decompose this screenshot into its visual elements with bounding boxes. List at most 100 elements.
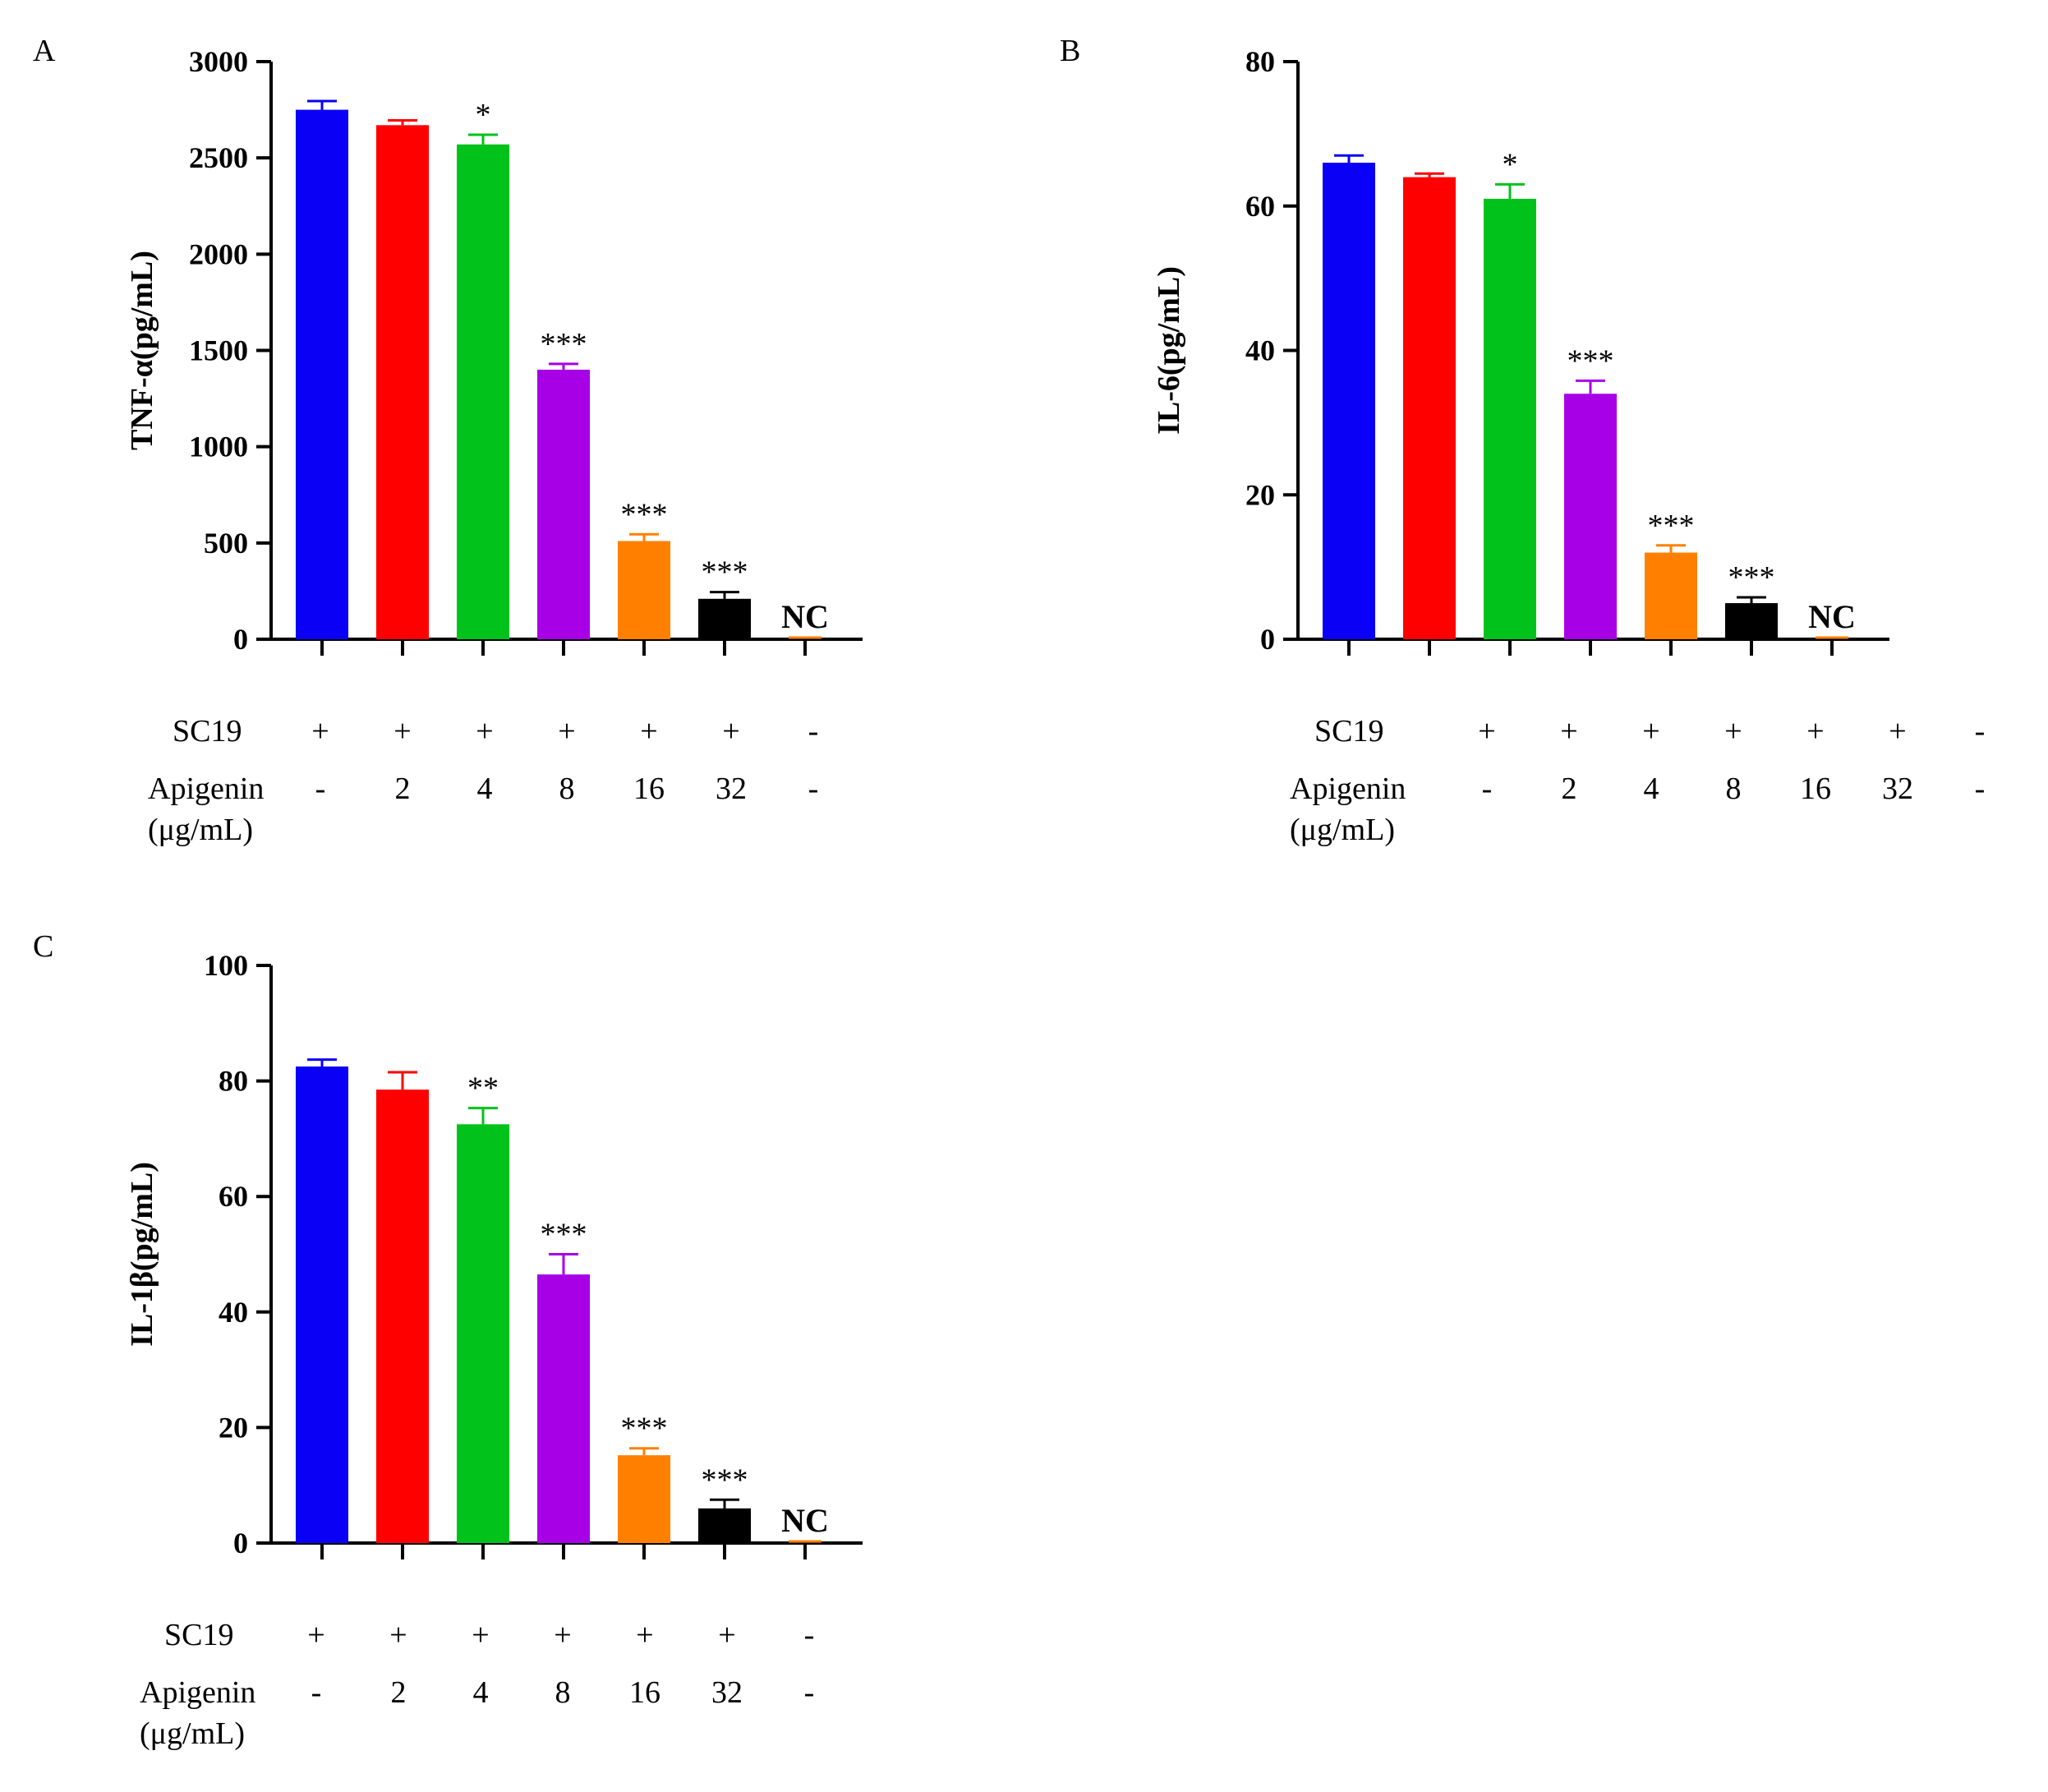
- significance-mark: ***: [621, 1412, 668, 1446]
- sc19-value: +: [722, 714, 740, 749]
- y-tick-label: 2000: [189, 237, 248, 270]
- sc19-value: +: [311, 714, 329, 749]
- apigenin-value: 16: [633, 772, 665, 806]
- sc19-value: +: [640, 714, 658, 749]
- apigenin-value: 16: [1800, 772, 1831, 806]
- row-label-sc19: SC19: [1314, 714, 1384, 749]
- sc19-value: +: [1724, 714, 1742, 749]
- panel-letter-b: B: [1060, 34, 1081, 68]
- significance-mark: ***: [702, 555, 748, 590]
- sc19-value: +: [476, 714, 494, 749]
- significance-mark: ***: [541, 1218, 587, 1252]
- y-tick-label: 1000: [189, 431, 248, 463]
- significance-mark: ***: [541, 327, 587, 362]
- apigenin-value: 8: [1725, 772, 1742, 806]
- sc19-value: +: [389, 1618, 407, 1652]
- apigenin-value: 32: [1882, 772, 1913, 806]
- apigenin-value: 16: [629, 1675, 660, 1710]
- y-tick-label: 2500: [189, 141, 248, 174]
- y-tick-label: 20: [1245, 478, 1275, 511]
- y-tick-label: 3000: [189, 45, 248, 78]
- row-label-sc19: SC19: [164, 1618, 234, 1652]
- y-tick-label: 60: [219, 1180, 248, 1213]
- bar: [618, 541, 670, 639]
- significance-mark: ***: [702, 1463, 748, 1497]
- apigenin-value: -: [1974, 772, 1986, 806]
- apigenin-value: 2: [390, 1675, 407, 1710]
- y-tick-label: 0: [233, 1527, 248, 1559]
- sc19-value: -: [808, 714, 819, 749]
- chart-panel-c: C 0 20 40 60 80 100 IL-1β(pg/mL) ** *** *** *** NC …: [0, 896, 1019, 1767]
- panel-letter-a: A: [33, 34, 56, 68]
- sc19-value: +: [393, 714, 412, 749]
- sc19-value: +: [1642, 714, 1660, 749]
- significance-mark: ***: [1648, 509, 1695, 543]
- y-tick-label: 0: [233, 623, 248, 656]
- y-tick-label: 500: [204, 527, 248, 560]
- bar: [1403, 177, 1456, 640]
- sc19-value: -: [1974, 714, 1986, 749]
- row-label-apigenin: Apigenin: [148, 772, 265, 806]
- sc19-value: +: [1806, 714, 1825, 749]
- row-label-apigenin-unit: (μg/mL): [148, 813, 254, 847]
- y-tick-label: 0: [1260, 623, 1275, 656]
- bar: [698, 1508, 751, 1543]
- apigenin-value: 4: [472, 1675, 489, 1710]
- apigenin-value: 4: [1643, 772, 1659, 806]
- y-tick-label: 40: [1245, 334, 1275, 367]
- bar: [457, 1124, 509, 1543]
- significance-mark: ***: [1728, 560, 1775, 595]
- y-tick-label: 20: [219, 1411, 248, 1444]
- apigenin-value: 2: [394, 772, 411, 806]
- sc19-value: +: [718, 1618, 736, 1652]
- row-label-sc19: SC19: [173, 714, 242, 749]
- sc19-value: +: [636, 1618, 654, 1652]
- bar-text-label: NC: [781, 1502, 829, 1539]
- chart-panel-b: B 0 20 40 60 80 IL-6(pg/mL) * *** *** *** NC SC19 A…: [1027, 0, 2046, 871]
- sc19-value: +: [472, 1618, 490, 1652]
- bar: [1645, 552, 1697, 639]
- bar: [1323, 163, 1375, 639]
- bar: [1484, 198, 1536, 639]
- apigenin-value: 32: [711, 1675, 743, 1710]
- bar: [537, 369, 590, 639]
- significance-mark: **: [467, 1071, 499, 1106]
- sc19-value: +: [307, 1618, 325, 1652]
- y-tick-label: 1500: [189, 334, 248, 367]
- apigenin-value: 8: [559, 772, 575, 806]
- bar: [618, 1455, 670, 1543]
- apigenin-value: -: [311, 1675, 322, 1710]
- bar: [457, 144, 509, 640]
- y-tick-label: 60: [1245, 190, 1275, 223]
- chart-panel-a: A 0 500 1000 1500 2000 2500 3000 TNF-α(pg/mL) * *…: [0, 0, 1019, 871]
- bar: [376, 1089, 429, 1543]
- bar: [296, 1066, 348, 1543]
- sc19-value: +: [1889, 714, 1907, 749]
- apigenin-value: -: [808, 772, 819, 806]
- panel-letter-c: C: [33, 929, 54, 964]
- sc19-value: +: [1478, 714, 1496, 749]
- bar: [698, 598, 751, 639]
- y-tick-label: 100: [204, 949, 248, 982]
- y-tick-label: 80: [1245, 45, 1275, 78]
- y-axis-title: IL-1β(pg/mL): [125, 1162, 159, 1347]
- bar-text-label: NC: [1808, 598, 1856, 635]
- row-label-apigenin: Apigenin: [1290, 772, 1406, 806]
- row-label-apigenin: Apigenin: [140, 1675, 256, 1710]
- apigenin-value: -: [1481, 772, 1493, 806]
- bar-text-label: NC: [781, 598, 829, 635]
- y-tick-label: 80: [219, 1065, 248, 1098]
- apigenin-value: -: [315, 772, 326, 806]
- sc19-value: +: [1560, 714, 1578, 749]
- apigenin-value: 32: [716, 772, 747, 806]
- significance-mark: *: [1503, 147, 1518, 182]
- bar: [1725, 603, 1778, 639]
- sc19-value: -: [803, 1618, 815, 1652]
- row-label-apigenin-unit: (μg/mL): [140, 1716, 246, 1751]
- significance-mark: ***: [621, 497, 668, 532]
- y-axis-title: TNF-α(pg/mL): [125, 251, 159, 450]
- row-label-apigenin-unit: (μg/mL): [1290, 813, 1396, 847]
- bar-chart-tnf: 0 500 1000 1500 2000 2500 3000 TNF-α(pg/mL) *** *…: [125, 45, 863, 656]
